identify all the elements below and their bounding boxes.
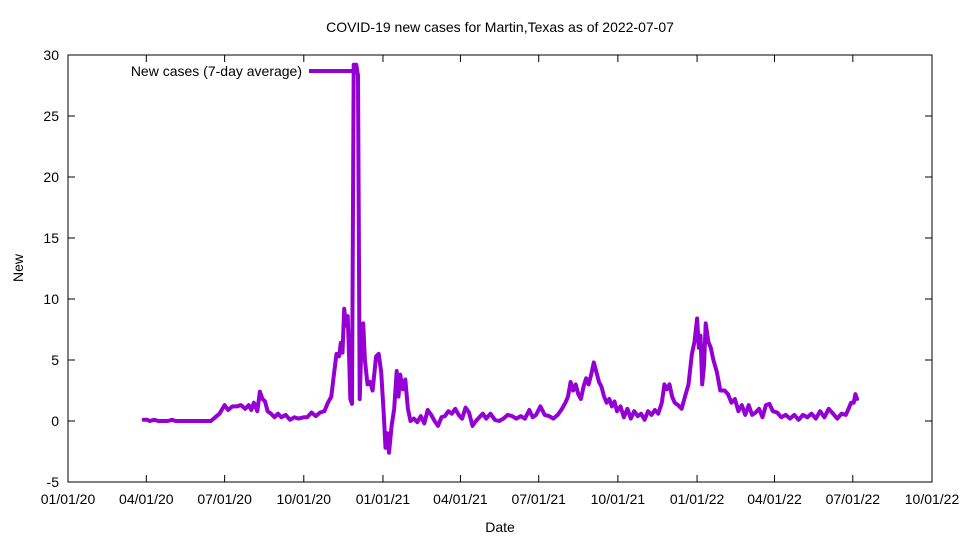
x-axis-label: Date xyxy=(485,519,515,535)
y-tick-label: 25 xyxy=(43,108,59,124)
x-tick-label: 10/01/20 xyxy=(277,491,332,507)
legend-label: New cases (7-day average) xyxy=(131,63,302,79)
y-tick-label: 0 xyxy=(51,413,59,429)
x-tick-label: 04/01/22 xyxy=(747,491,802,507)
legend: New cases (7-day average) xyxy=(131,63,355,79)
series-line-0 xyxy=(141,62,860,455)
x-tick-label: 07/01/21 xyxy=(511,491,566,507)
x-tick-label: 01/01/22 xyxy=(670,491,725,507)
y-tick-label: 5 xyxy=(51,352,59,368)
y-tick-label: 30 xyxy=(43,47,59,63)
x-tick-label: 10/01/22 xyxy=(905,491,960,507)
y-tick-label: 15 xyxy=(43,230,59,246)
x-tick-label: 01/01/20 xyxy=(41,491,96,507)
x-tick-label: 10/01/21 xyxy=(591,491,646,507)
y-tick-label: 20 xyxy=(43,169,59,185)
y-tick-label: 10 xyxy=(43,291,59,307)
x-tick-label: 07/01/20 xyxy=(197,491,252,507)
x-tick-label: 01/01/21 xyxy=(356,491,411,507)
x-tick-label: 07/01/22 xyxy=(826,491,881,507)
y-axis-label: New xyxy=(10,253,26,282)
y-tick-label: -5 xyxy=(47,474,60,490)
x-tick-label: 04/01/21 xyxy=(433,491,488,507)
y-axis: -5 0 5 10 15 20 25 30 xyxy=(43,47,932,490)
chart-title: COVID-19 new cases for Martin,Texas as o… xyxy=(326,19,674,35)
plot-area-frame xyxy=(67,54,933,483)
x-axis: 01/01/20 04/01/20 07/01/20 10/01/20 01/01/21… xyxy=(41,55,960,507)
series-layer xyxy=(141,62,860,455)
x-tick-label: 04/01/20 xyxy=(119,491,174,507)
